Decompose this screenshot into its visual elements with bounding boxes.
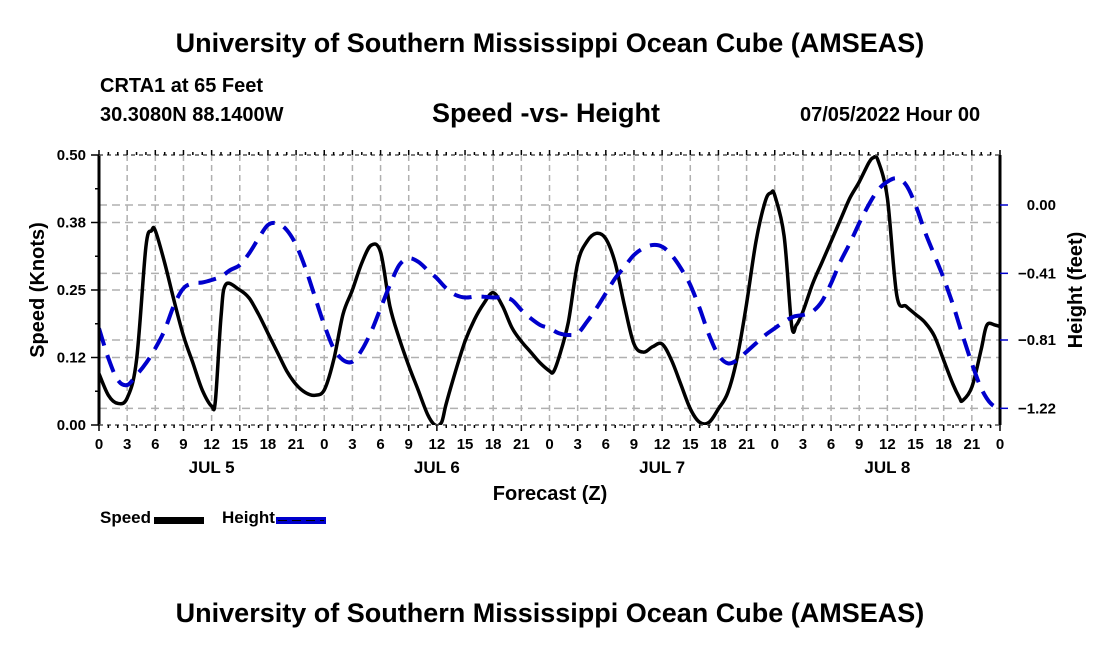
- x-tick-label: 18: [710, 436, 727, 453]
- x-tick-label: 0: [771, 436, 779, 453]
- series-line-height: [99, 176, 1000, 411]
- series-layer: [99, 155, 1000, 425]
- station-label: CRTA1 at 65 Feet: [100, 75, 264, 97]
- x-tick-label: 6: [602, 436, 610, 453]
- x-tick-label: 9: [405, 436, 413, 453]
- y2-tick-label: −1.22: [1018, 400, 1056, 417]
- axis-ticks: [91, 150, 1008, 431]
- forecast-datetime: 07/05/2022 Hour 00: [800, 104, 981, 126]
- y-tick-label: 0.25: [57, 282, 86, 299]
- x-tick-label: 12: [429, 436, 446, 453]
- x-tick-label: 12: [203, 436, 220, 453]
- x-tick-label: 0: [320, 436, 328, 453]
- x-tick-label: 3: [123, 436, 131, 453]
- x-tick-label: 3: [799, 436, 807, 453]
- x-tick-label: 0: [996, 436, 1004, 453]
- chart-title: Speed -vs- Height: [432, 98, 661, 128]
- y2-tick-label: −0.41: [1018, 265, 1056, 282]
- x-tick-label: 21: [288, 436, 305, 453]
- main-title: University of Southern Mississippi Ocean…: [175, 28, 925, 58]
- legend-swatch-speed: [154, 516, 205, 524]
- grid-lines: [99, 155, 1000, 425]
- x-tick-label: 3: [348, 436, 356, 453]
- y-tick-label: 0.00: [57, 417, 86, 434]
- y-tick-label: 0.38: [57, 215, 86, 232]
- day-label: JUL 8: [864, 458, 910, 477]
- x-tick-label: 6: [151, 436, 159, 453]
- day-label: JUL 5: [189, 458, 235, 477]
- series-line-speed: [99, 155, 1000, 425]
- day-label: JUL 7: [639, 458, 685, 477]
- day-label: JUL 6: [414, 458, 460, 477]
- x-tick-label: 9: [855, 436, 863, 453]
- x-tick-label: 15: [907, 436, 924, 453]
- x-tick-label: 18: [935, 436, 952, 453]
- x-tick-label: 21: [964, 436, 981, 453]
- legend-item-speed: Speed: [100, 508, 205, 528]
- footer-title: University of Southern Mississippi Ocean…: [175, 598, 925, 628]
- x-tick-label: 21: [738, 436, 755, 453]
- x-tick-label: 18: [485, 436, 502, 453]
- x-tick-label: 3: [573, 436, 581, 453]
- x-tick-label: 0: [95, 436, 103, 453]
- x-tick-label: 9: [630, 436, 638, 453]
- x-tick-label: 15: [231, 436, 248, 453]
- x-tick-label: 9: [179, 436, 187, 453]
- legend-label-height: Height: [222, 508, 275, 527]
- legend-label-speed: Speed: [100, 508, 152, 527]
- x-axis-title: Forecast (Z): [493, 483, 607, 505]
- x-tick-label: 0: [545, 436, 553, 453]
- coordinates-label: 30.3080N 88.1400W: [100, 104, 284, 126]
- y2-tick-label: −0.81: [1018, 332, 1056, 349]
- y-axis-title: Speed (Knots): [27, 222, 49, 358]
- legend-item-height: Height: [222, 508, 326, 528]
- legend-swatch-height: [275, 516, 326, 524]
- y-tick-label: 0.50: [57, 147, 86, 164]
- axis-labels: 0 3 6 9 12 15 18 21 0 3 6 9 12 15 18 21 0 3 6 9 12 15 18 21 0 3 6 9…: [57, 147, 1056, 477]
- legend: Speed Height: [100, 508, 344, 528]
- x-tick-label: 6: [376, 436, 384, 453]
- x-tick-label: 12: [654, 436, 671, 453]
- x-tick-label: 21: [513, 436, 530, 453]
- x-tick-label: 15: [457, 436, 474, 453]
- x-tick-label: 12: [879, 436, 896, 453]
- x-tick-label: 6: [827, 436, 835, 453]
- y2-axis-title: Height (feet): [1065, 232, 1087, 349]
- y2-tick-label: 0.00: [1027, 197, 1056, 214]
- x-tick-label: 18: [260, 436, 277, 453]
- x-tick-label: 15: [682, 436, 699, 453]
- y-tick-label: 0.12: [57, 350, 86, 367]
